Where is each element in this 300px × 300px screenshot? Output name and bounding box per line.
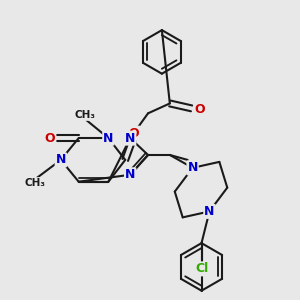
Text: CH₃: CH₃ <box>74 110 95 120</box>
Text: N: N <box>103 132 114 145</box>
Text: N: N <box>188 161 198 174</box>
Text: N: N <box>204 205 214 218</box>
Text: N: N <box>125 132 135 145</box>
Text: N: N <box>56 153 66 167</box>
Text: CH₃: CH₃ <box>25 178 46 188</box>
Text: N: N <box>125 168 135 181</box>
Text: O: O <box>45 132 55 145</box>
Text: Cl: Cl <box>195 262 208 275</box>
Text: O: O <box>194 103 205 116</box>
Text: O: O <box>129 127 140 140</box>
